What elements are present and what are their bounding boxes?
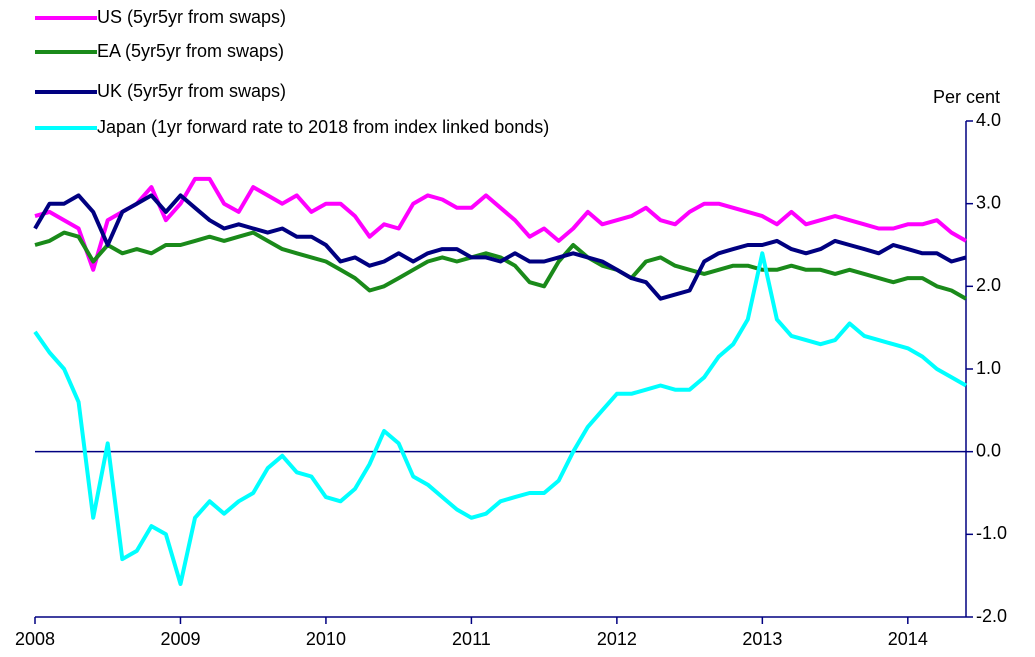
y-tick-label: -2.0: [976, 606, 1007, 626]
y-tick-label: 2.0: [976, 275, 1001, 295]
y-tick-label: 3.0: [976, 192, 1001, 212]
series-line: [33, 251, 967, 586]
x-tick-label: 2009: [160, 629, 200, 649]
x-tick-label: 2014: [888, 629, 928, 649]
y-tick-label: 1.0: [976, 358, 1001, 378]
x-tick-label: 2012: [597, 629, 637, 649]
y-tick-label: -1.0: [976, 523, 1007, 543]
legend-label: EA (5yr5yr from swaps): [97, 41, 284, 61]
series-line: [34, 176, 967, 272]
x-tick-label: 2008: [15, 629, 55, 649]
y-tick-label: 4.0: [976, 110, 1001, 130]
legend-label: US (5yr5yr from swaps): [97, 7, 286, 27]
x-tick-label: 2011: [452, 629, 491, 649]
y-tick-label: 0.0: [976, 440, 1001, 460]
legend-label: Japan (1yr forward rate to 2018 from ind…: [97, 117, 549, 137]
series-line: [34, 230, 967, 301]
y-axis-label: Per cent: [933, 87, 1000, 107]
x-tick-label: 2013: [742, 629, 782, 649]
legend-label: UK (5yr5yr from swaps): [97, 81, 286, 101]
x-tick-label: 2010: [306, 629, 346, 649]
series-line: [33, 193, 967, 301]
